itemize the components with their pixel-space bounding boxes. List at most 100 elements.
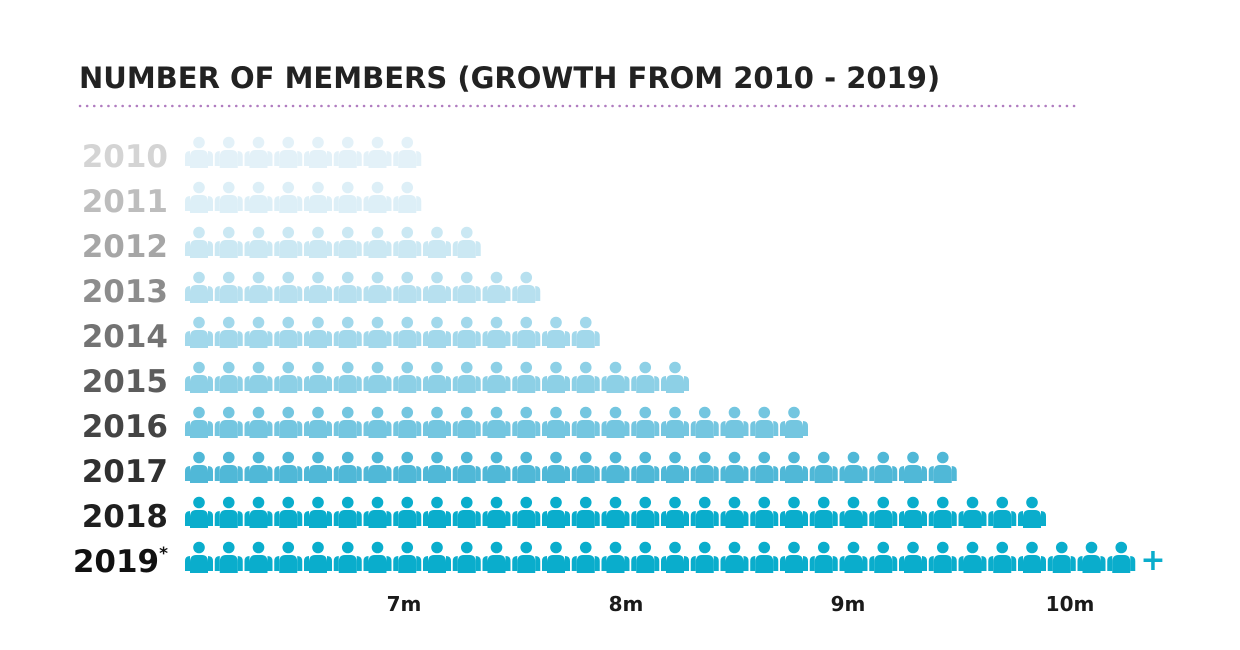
member-icon [274,406,303,438]
member-icon [512,496,541,528]
member-icon [214,226,243,258]
member-icon [839,541,868,573]
member-icon [958,541,987,573]
member-icon [601,451,630,483]
chart-rows: 2010 2011 2012 2013 2014 2015 2016 2017 2018 2019… [73,136,1166,580]
member-icon [542,541,570,573]
member-icon [631,451,660,483]
member-icon [363,136,392,168]
member-icon [750,451,779,483]
member-icon [452,271,481,303]
member-icon [393,271,422,303]
member-icon [214,496,243,528]
member-icon [185,271,213,303]
row-2015: 2015 [82,361,689,400]
member-icon [780,496,808,528]
member-icon [185,541,213,573]
row-2014: 2014 [82,316,600,355]
member-icon [869,451,898,483]
member-icon [274,271,303,303]
member-icon [333,226,362,258]
member-icon [958,496,987,528]
member-icon [304,451,332,483]
member-icon [423,406,451,438]
member-icon [542,316,570,348]
member-icon [809,496,838,528]
member-icon [214,451,243,483]
member-icon [333,541,362,573]
member-icon [542,361,570,393]
member-icon [304,181,332,213]
member-icon [393,541,422,573]
member-icon [928,451,957,483]
member-icon [631,406,660,438]
member-icon [393,136,422,168]
row-2016: 2016 [82,406,808,445]
member-icon [1047,541,1076,573]
member-icon [661,361,689,393]
chart-title: NUMBER OF MEMBERS (GROWTH FROM 2010 - 20… [79,61,940,95]
member-icon [274,181,303,213]
member-icon [244,406,273,438]
row-2019: 2019* + [73,541,1166,580]
member-icon [274,226,303,258]
member-icon [482,451,511,483]
member-icon [214,316,243,348]
member-icon [214,361,243,393]
member-icon [482,316,511,348]
member-icon [214,541,243,573]
member-icon [363,496,392,528]
member-icon [661,406,689,438]
member-icon [333,271,362,303]
member-icon [1018,496,1046,528]
member-icon [601,361,630,393]
member-icon [899,541,927,573]
row-2011: 2011 [82,181,422,220]
member-icon [1077,541,1106,573]
member-icon [244,451,273,483]
member-icon [363,271,392,303]
member-icon [482,541,511,573]
member-icon [482,271,511,303]
row-2018: 2018 [82,496,1046,535]
member-icon [720,496,749,528]
member-icon [571,541,600,573]
member-icon [244,316,273,348]
member-icon [452,361,481,393]
member-icon [542,406,570,438]
member-icon [452,541,481,573]
member-icon [899,496,927,528]
year-label: 2010 [82,139,168,175]
member-icon [274,541,303,573]
member-icon [750,406,779,438]
member-icon [423,541,451,573]
member-icon [571,406,600,438]
member-icon [333,181,362,213]
member-icon [423,451,451,483]
member-icon [304,361,332,393]
member-icon [780,451,808,483]
member-icon [661,541,689,573]
member-icon [304,136,332,168]
member-icon [1107,541,1136,573]
member-icon [452,316,481,348]
member-icon [185,451,213,483]
member-icon [690,496,719,528]
member-icon [274,361,303,393]
member-icon [274,451,303,483]
member-icon [988,541,1017,573]
member-icon [512,406,541,438]
member-icon [423,496,451,528]
year-label: 2019* [73,544,168,580]
member-icon [244,496,273,528]
member-icon [363,451,392,483]
row-2017: 2017 [82,451,957,490]
member-icon [512,361,541,393]
member-icon [482,406,511,438]
member-icon [512,271,541,303]
member-icon [839,451,868,483]
member-icon [542,496,570,528]
year-label: 2017 [82,454,168,490]
member-icon [214,181,243,213]
member-icon [244,271,273,303]
